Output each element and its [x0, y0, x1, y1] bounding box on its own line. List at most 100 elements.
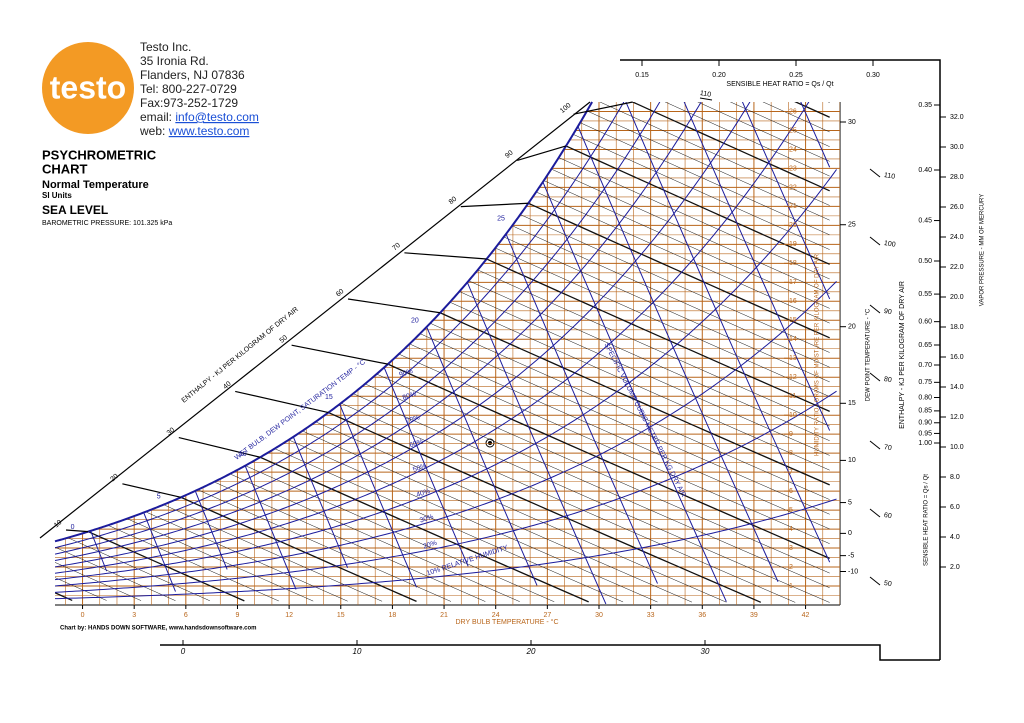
- saturation-curve: [54, 101, 593, 543]
- enthalpy-scale: [39, 101, 591, 539]
- y-tick-label: 5: [789, 507, 793, 514]
- logo-circle: [42, 42, 134, 134]
- bottom-scale-tick-label: 30: [701, 647, 710, 656]
- y-tick-label: 23: [789, 165, 797, 172]
- vapor-pressure-tick-label: 28.0: [950, 174, 964, 181]
- company-city: Flanders, NJ 07836: [140, 68, 245, 82]
- enthalpy-label: ENTHALPY - KJ PER KILOGRAM OF DRY AIR: [181, 306, 300, 404]
- enthalpy-line: [55, 102, 830, 192]
- x-tick-label: 33: [647, 612, 655, 619]
- dew-point-tick-label: 15: [848, 400, 856, 407]
- enthalpy-line: [55, 440, 417, 602]
- y-tick-label: 7: [789, 469, 793, 476]
- volume-line: [55, 102, 727, 602]
- enthalpy-right-tick-label: 90: [883, 308, 892, 316]
- enthalpy-tick-label: 100: [559, 102, 573, 115]
- enthalpy-line: [55, 182, 830, 530]
- vapor-pressure-tick-label: 22.0: [950, 264, 964, 271]
- enthalpy-tick: [347, 298, 441, 314]
- enthalpy-tick: [235, 390, 329, 414]
- bottom-scale-tick-label: 0: [181, 647, 186, 656]
- shr-right-tick-label: 0.60: [918, 319, 932, 326]
- wet-bulb-tick-label: 20: [411, 318, 419, 325]
- enthalpy-right-tick-label: 80: [883, 376, 892, 384]
- rh-curve: [55, 498, 837, 600]
- enthalpy-line: [55, 364, 589, 603]
- shr-right-tick-label: 0.55: [918, 291, 932, 298]
- company-email: email: info@testo.com: [140, 110, 259, 124]
- vapor-pressure-tick-label: 24.0: [950, 234, 964, 241]
- x-tick-label: 9: [236, 612, 240, 619]
- x-tick-label: 15: [337, 612, 345, 619]
- vapor-pressure-tick-label: 20.0: [950, 294, 964, 301]
- x-tick-label: 42: [802, 612, 810, 619]
- vapor-pressure-tick-label: 14.0: [950, 384, 964, 391]
- x-tick-label: 12: [285, 612, 293, 619]
- x-tick-label: 36: [698, 612, 706, 619]
- volume-line: [55, 0, 830, 36]
- vapor-pressure-tick-label: 26.0: [950, 204, 964, 211]
- enthalpy-right-tick: [869, 168, 881, 178]
- dew-point-tick-label: 25: [848, 222, 856, 229]
- heading-line2: CHART: [42, 161, 88, 176]
- volume-line: [55, 102, 779, 582]
- shr-right-label: SENSIBLE HEAT RATIO = Qs / Qt: [924, 474, 930, 566]
- enthalpy-line: [55, 577, 107, 601]
- volume-line: [55, 102, 831, 431]
- x-axis-label: DRY BULB TEMPERATURE - °C: [455, 618, 558, 626]
- y-tick-label: 25: [789, 127, 797, 134]
- enthalpy-line: [55, 546, 176, 601]
- enthalpy-right-tick-label: 50: [883, 580, 892, 588]
- volume-line: [55, 102, 469, 567]
- volume-line: [55, 102, 658, 584]
- shr-top-tick-label: 0.25: [789, 72, 803, 79]
- enthalpy-right-tick-label: 60: [883, 512, 892, 520]
- enthalpy-tick: [178, 437, 261, 458]
- enthalpy-line: [55, 0, 830, 44]
- enthalpy-tick-label: 90: [504, 149, 515, 159]
- web-link[interactable]: www.testo.com: [168, 124, 250, 138]
- heading-line1: PSYCHROMETRIC: [42, 147, 157, 162]
- vapor-pressure-tick-label: 16.0: [950, 354, 964, 361]
- enthalpy-tick-label: 110: [699, 90, 711, 99]
- heading-subtitle: Normal Temperature: [42, 179, 149, 191]
- shr-top-tick-label: 0.15: [635, 72, 649, 79]
- saturation-label: WET BULB, DEW POINT, SATURATION TEMP - °…: [233, 358, 367, 462]
- bottom-scale-tick-label: 20: [526, 647, 536, 656]
- vapor-pressure-tick-label: 32.0: [950, 114, 964, 121]
- rh-label: 50%: [412, 463, 427, 474]
- y-tick-label: 18: [789, 260, 797, 267]
- dew-point-label: DEW POINT TEMPERATURE - °C: [866, 308, 872, 401]
- y-tick-label: 14: [789, 336, 797, 343]
- email-link[interactable]: info@testo.com: [175, 110, 259, 124]
- y-tick-label: 24: [789, 146, 797, 153]
- x-tick-label: 27: [543, 612, 551, 619]
- vapor-pressure-tick-label: 8.0: [950, 474, 960, 481]
- rh-label: 60%: [409, 438, 424, 449]
- rh-curve: [55, 102, 838, 568]
- enthalpy-line: [55, 102, 830, 250]
- shr-right-tick-label: 0.50: [918, 258, 932, 265]
- shr-right-tick-label: 0.75: [918, 379, 932, 386]
- vapor-pressure-tick-label: 10.0: [950, 444, 964, 451]
- rh-curve: [55, 280, 837, 587]
- heading-pressure: BAROMETRIC PRESSURE: 101.325 kPa: [42, 220, 172, 227]
- y-axis-label: HUMIDITY RATIO - GRAMS OF MOISTURE PER K…: [815, 253, 821, 456]
- vapor-pressure-tick-label: 2.0: [950, 564, 960, 571]
- vapor-pressure-tick-label: 18.0: [950, 324, 964, 331]
- shr-right-tick-label: 0.45: [918, 217, 932, 224]
- wet-bulb-tick-label: 5: [157, 493, 161, 500]
- volume-line: [55, 102, 538, 586]
- y-tick-label: 8: [789, 450, 793, 457]
- rh-curve: [55, 390, 837, 593]
- enthalpy-right-tick: [869, 508, 881, 518]
- rh-curve: [55, 102, 837, 574]
- dew-point-tick-label: -10: [848, 568, 858, 575]
- dew-point-tick-label: 30: [848, 119, 856, 126]
- enthalpy-line: [55, 151, 830, 500]
- enthalpy-tick: [460, 202, 529, 208]
- company-fax: Fax:973-252-1729: [140, 96, 238, 110]
- enthalpy-tick: [517, 145, 567, 161]
- shr-right-tick-label: 0.70: [918, 362, 932, 369]
- company-address: 35 Ironia Rd.: [140, 54, 209, 68]
